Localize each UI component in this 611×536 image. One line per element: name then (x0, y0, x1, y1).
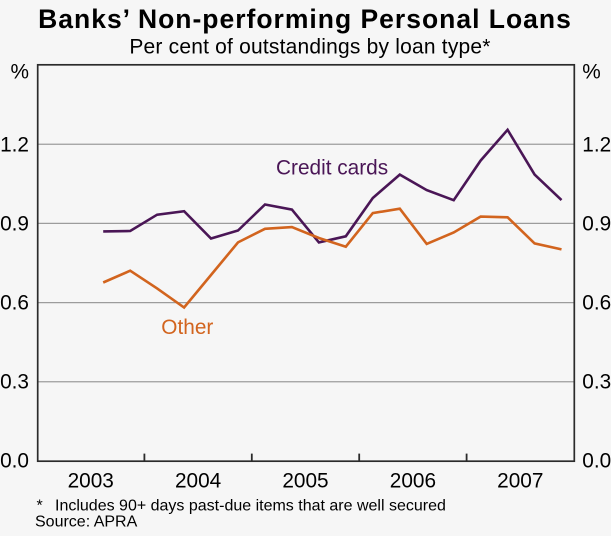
svg-text:Includes 90+ days past-due ite: Includes 90+ days past-due items that ar… (55, 497, 446, 514)
svg-text:Banks’ Non-performing Personal: Banks’ Non-performing Personal Loans (38, 4, 572, 34)
svg-text:Per cent of outstandings by lo: Per cent of outstandings by loan type* (129, 36, 490, 59)
svg-text:%: % (11, 61, 30, 84)
svg-text:2006: 2006 (390, 469, 436, 492)
svg-text:1.2: 1.2 (582, 133, 611, 156)
svg-text:0.6: 0.6 (0, 292, 29, 315)
svg-text:0.3: 0.3 (0, 371, 29, 394)
svg-text:2004: 2004 (175, 469, 221, 492)
svg-text:0.9: 0.9 (582, 212, 611, 235)
svg-text:0.6: 0.6 (582, 292, 611, 315)
svg-text:1.2: 1.2 (0, 133, 29, 156)
svg-text:2003: 2003 (68, 469, 114, 492)
svg-text:0.3: 0.3 (582, 371, 611, 394)
svg-text:2007: 2007 (497, 469, 543, 492)
svg-text:%: % (582, 61, 601, 84)
svg-text:Other: Other (161, 316, 213, 339)
svg-text:0.0: 0.0 (582, 450, 611, 473)
svg-text:2005: 2005 (282, 469, 328, 492)
svg-text:0.0: 0.0 (0, 450, 29, 473)
svg-text:0.9: 0.9 (0, 212, 29, 235)
svg-text:Source: APRA: Source: APRA (35, 513, 138, 530)
svg-text:Credit cards: Credit cards (276, 157, 388, 180)
svg-text:*: * (37, 497, 43, 514)
